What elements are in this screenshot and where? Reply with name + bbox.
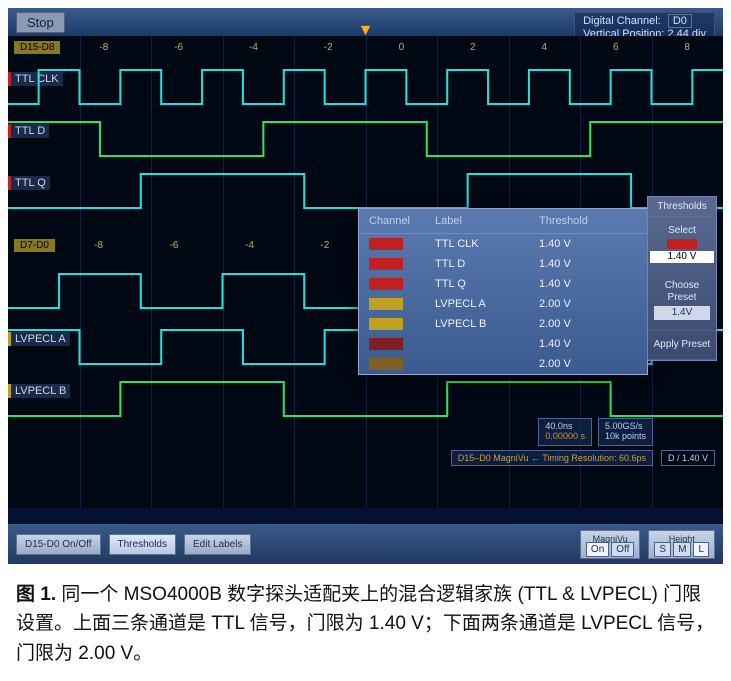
digital-channel-value: D0: [668, 14, 692, 28]
waveform-ttl-d: [8, 116, 723, 162]
waveform-ttl-clk: [8, 64, 723, 110]
channel-chip-icon: [369, 318, 403, 330]
cursor-indicator: D / 1.40 V: [661, 450, 715, 466]
stop-button[interactable]: Stop: [16, 12, 65, 33]
apply-preset-button[interactable]: Apply Preset: [648, 331, 716, 360]
figure-caption: 图 1. 同一个 MSO4000B 数字探头适配夹上的混合逻辑家族 (TTL &…: [0, 572, 731, 668]
channel-chip-icon: [369, 358, 403, 370]
channel-chip-icon: [369, 338, 403, 350]
dialog-row[interactable]: TTL Q1.40 V: [359, 274, 647, 294]
caption-text: 同一个 MSO4000B 数字探头适配夹上的混合逻辑家族 (TTL & LVPE…: [16, 584, 714, 664]
thresholds-dialog: Channel Label Threshold TTL CLK1.40 V TT…: [358, 208, 648, 375]
preset-value: 1.4V: [654, 306, 710, 320]
height-toggle[interactable]: Height SML: [648, 530, 715, 559]
d15-d0-onoff-button[interactable]: D15-D0 On/Off: [16, 534, 101, 555]
dialog-row[interactable]: 1.40 V: [359, 334, 647, 354]
col-threshold: Threshold: [539, 215, 637, 227]
choose-preset-button[interactable]: Choose Preset 1.4V: [648, 272, 716, 331]
ruler-mid-badge: D7-D0: [14, 239, 55, 252]
status-bar: 40.0ns 0.00000 s 5.00GS/s 10k points: [538, 418, 653, 446]
waveform-area: D15-D8 -8 -6 -4 -2 0 2 4 6 8 TTL CLK TTL…: [8, 36, 723, 508]
dialog-row[interactable]: LVPECL A2.00 V: [359, 294, 647, 314]
channel-chip-icon: [369, 278, 403, 290]
time-ruler-top: D15-D8 -8 -6 -4 -2 0 2 4 6 8: [8, 38, 723, 56]
select-button[interactable]: Select 1.40 V: [648, 217, 716, 272]
samplerate-box: 5.00GS/s 10k points: [598, 418, 653, 446]
dialog-row[interactable]: LVPECL B2.00 V: [359, 314, 647, 334]
top-bar: Stop ▼ Digital Channel: D0 Vertical Posi…: [8, 8, 723, 36]
channel-chip-icon: [369, 238, 403, 250]
dialog-row[interactable]: 2.00 V: [359, 354, 647, 374]
select-value: 1.40 V: [650, 251, 714, 263]
col-label: Label: [435, 215, 533, 227]
side-panel: Thresholds Select 1.40 V Choose Preset 1…: [647, 196, 717, 361]
edit-labels-button[interactable]: Edit Labels: [184, 534, 251, 555]
caption-prefix: 图 1.: [16, 584, 56, 605]
magnivu-toggle[interactable]: MagniVu OnOff: [580, 530, 641, 559]
oscilloscope-screen: Stop ▼ Digital Channel: D0 Vertical Posi…: [8, 8, 723, 564]
side-title: Thresholds: [648, 197, 716, 217]
dialog-row[interactable]: TTL CLK1.40 V: [359, 234, 647, 254]
info-label: Digital Channel:: [583, 15, 661, 27]
timebase-box: 40.0ns 0.00000 s: [538, 418, 592, 446]
channel-chip-icon: [369, 298, 403, 310]
timing-resolution-box: D15–D0 MagniVu ← Timing Resolution: 60.6…: [451, 450, 653, 466]
dialog-row[interactable]: TTL D1.40 V: [359, 254, 647, 274]
thresholds-button[interactable]: Thresholds: [109, 534, 176, 555]
col-channel: Channel: [369, 215, 429, 227]
select-chip-icon: [667, 239, 697, 249]
waveform-lvpecl-b: [8, 376, 723, 422]
bottom-softkeys: D15-D0 On/Off Thresholds Edit Labels Mag…: [8, 524, 723, 564]
ruler-top-badge: D15-D8: [14, 41, 60, 54]
channel-chip-icon: [369, 258, 403, 270]
